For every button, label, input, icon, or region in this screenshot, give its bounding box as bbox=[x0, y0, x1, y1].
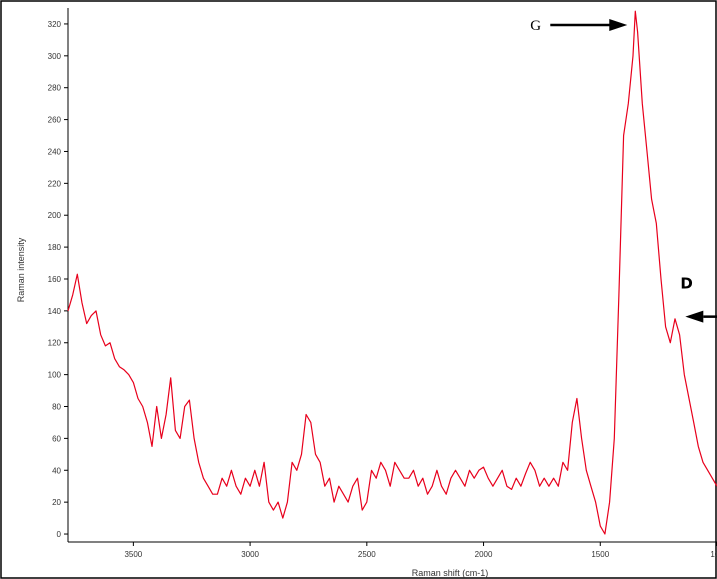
y-tick-label: 120 bbox=[48, 339, 62, 348]
g-band-annotation: G bbox=[530, 18, 628, 34]
y-tick-label: 160 bbox=[48, 275, 62, 284]
x-tick-label: 3000 bbox=[241, 550, 259, 559]
y-tick-label: 60 bbox=[52, 434, 61, 443]
y-tick-label: 220 bbox=[48, 179, 62, 188]
y-tick-label: 40 bbox=[52, 466, 61, 475]
g-band-arrowhead bbox=[609, 18, 628, 31]
y-tick-label: 240 bbox=[48, 147, 62, 156]
x-tick-label: 2500 bbox=[358, 550, 376, 559]
y-tick-label: 140 bbox=[48, 307, 62, 316]
y-tick-label: 280 bbox=[48, 84, 62, 93]
x-tick-label: 2000 bbox=[475, 550, 493, 559]
y-axis-ticks: 0 20 40 60 80 100 120 140 160 180 200 220 240 260 280 3… bbox=[48, 20, 68, 539]
y-tick-label: 20 bbox=[52, 498, 61, 507]
spectrum-line bbox=[67, 10, 717, 535]
x-tick-label: 100 bbox=[710, 550, 717, 559]
y-axis-title: Raman intensity bbox=[16, 237, 26, 302]
d-band-arrowhead bbox=[685, 310, 704, 323]
y-tick-label: 320 bbox=[48, 20, 62, 29]
y-tick-label: 180 bbox=[48, 243, 62, 252]
y-tick-label: 300 bbox=[48, 52, 62, 61]
x-tick-label: 3500 bbox=[124, 550, 142, 559]
x-tick-label: 1500 bbox=[591, 550, 609, 559]
x-axis-title: Raman shift (cm-1) bbox=[412, 568, 489, 578]
d-band-annotation: D bbox=[680, 275, 717, 323]
y-tick-label: 0 bbox=[57, 530, 62, 539]
y-tick-label: 200 bbox=[48, 211, 62, 220]
y-tick-label: 80 bbox=[52, 403, 61, 412]
y-tick-label: 100 bbox=[48, 371, 62, 380]
x-axis-ticks: 3500 3000 2500 2000 1500 100 bbox=[124, 542, 717, 559]
g-band-label: G bbox=[530, 18, 541, 34]
y-tick-label: 260 bbox=[48, 116, 62, 125]
d-band-label: D bbox=[680, 275, 692, 293]
